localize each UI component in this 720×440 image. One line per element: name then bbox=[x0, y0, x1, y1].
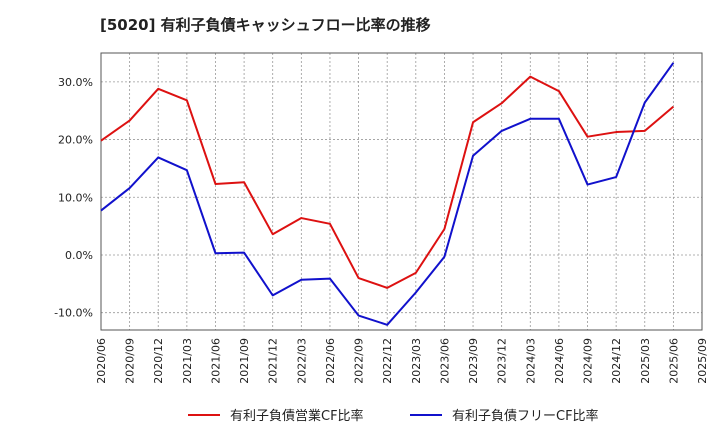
x-tick-label: 2023/12 bbox=[496, 338, 509, 384]
x-tick-label: 2022/09 bbox=[353, 338, 366, 384]
x-tick-label: 2023/03 bbox=[410, 338, 423, 384]
plot-area bbox=[101, 53, 702, 330]
chart-title: [5020] 有利子負債キャッシュフロー比率の推移 bbox=[100, 16, 431, 34]
x-tick-label: 2021/09 bbox=[238, 338, 251, 384]
series-line-1 bbox=[100, 75, 675, 289]
series-line-2 bbox=[100, 62, 675, 326]
legend-label-2: 有利子負債フリーCF比率 bbox=[452, 408, 599, 424]
x-tick-label: 2024/12 bbox=[610, 338, 623, 384]
x-tick-label: 2021/06 bbox=[209, 338, 222, 384]
x-tick-label: 2022/12 bbox=[381, 338, 394, 384]
x-tick-label: 2020/06 bbox=[95, 338, 108, 384]
x-tick-label: 2024/03 bbox=[524, 338, 537, 384]
x-tick-label: 2022/06 bbox=[324, 338, 337, 384]
y-tick-label: 20.0% bbox=[58, 134, 93, 147]
x-tick-label: 2023/09 bbox=[467, 338, 480, 384]
x-tick-label: 2021/12 bbox=[267, 338, 280, 384]
x-tick-label: 2024/06 bbox=[553, 338, 566, 384]
x-tick-label: 2025/06 bbox=[667, 338, 680, 384]
x-tick-label: 2022/03 bbox=[295, 338, 308, 384]
plot-border bbox=[100, 52, 703, 331]
y-tick-label: 10.0% bbox=[58, 191, 93, 204]
x-tick-label: 2023/06 bbox=[438, 338, 451, 384]
legend-label-1: 有利子負債営業CF比率 bbox=[230, 408, 364, 424]
x-tick-label: 2020/12 bbox=[152, 338, 165, 384]
x-tick-label: 2024/09 bbox=[582, 338, 595, 384]
y-tick-label: 30.0% bbox=[58, 76, 93, 89]
y-tick-label: -10.0% bbox=[54, 307, 93, 320]
x-tick-label: 2021/03 bbox=[181, 338, 194, 384]
x-tick-label: 2025/03 bbox=[639, 338, 652, 384]
y-tick-label: 0.0% bbox=[65, 249, 93, 262]
x-tick-label: 2025/09 bbox=[696, 338, 709, 384]
x-tick-label: 2020/09 bbox=[124, 338, 137, 384]
